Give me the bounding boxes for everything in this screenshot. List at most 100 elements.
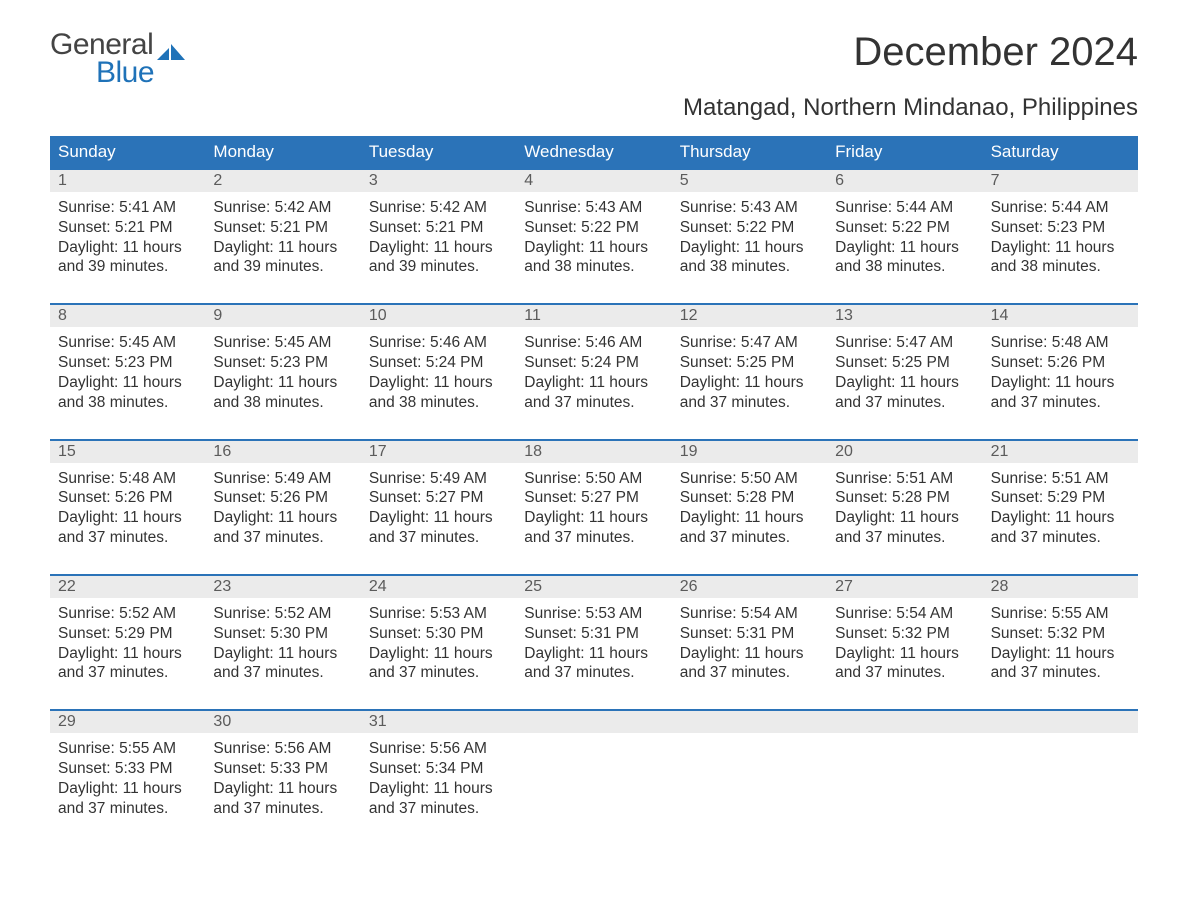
day-number: 20 — [827, 441, 982, 463]
day-cell: Sunrise: 5:52 AMSunset: 5:30 PMDaylight:… — [205, 598, 360, 687]
daylight-line1: Daylight: 11 hours — [369, 508, 508, 528]
calendar-week: 22232425262728Sunrise: 5:52 AMSunset: 5:… — [50, 574, 1138, 687]
day-number: 27 — [827, 576, 982, 598]
sunrise-text: Sunrise: 5:43 AM — [680, 198, 819, 218]
sunrise-text: Sunrise: 5:55 AM — [58, 739, 197, 759]
calendar: SundayMondayTuesdayWednesdayThursdayFrid… — [50, 136, 1138, 823]
daylight-line1: Daylight: 11 hours — [524, 373, 663, 393]
day-number: 13 — [827, 305, 982, 327]
dow-cell: Saturday — [983, 136, 1138, 168]
day-number: 9 — [205, 305, 360, 327]
sunset-text: Sunset: 5:21 PM — [213, 218, 352, 238]
day-cell: Sunrise: 5:46 AMSunset: 5:24 PMDaylight:… — [361, 327, 516, 416]
sunset-text: Sunset: 5:22 PM — [835, 218, 974, 238]
day-cell: Sunrise: 5:47 AMSunset: 5:25 PMDaylight:… — [672, 327, 827, 416]
day-number: 15 — [50, 441, 205, 463]
sunrise-text: Sunrise: 5:48 AM — [991, 333, 1130, 353]
day-number: 1 — [50, 170, 205, 192]
page-title: December 2024 — [853, 30, 1138, 75]
daylight-line2: and 37 minutes. — [213, 663, 352, 683]
daylight-line2: and 38 minutes. — [58, 393, 197, 413]
day-cell — [672, 733, 827, 822]
daylight-line1: Daylight: 11 hours — [524, 508, 663, 528]
sunrise-text: Sunrise: 5:52 AM — [58, 604, 197, 624]
sunrise-text: Sunrise: 5:46 AM — [369, 333, 508, 353]
daylight-line2: and 37 minutes. — [991, 663, 1130, 683]
sunset-text: Sunset: 5:27 PM — [369, 488, 508, 508]
daylight-line1: Daylight: 11 hours — [835, 238, 974, 258]
daylight-line1: Daylight: 11 hours — [835, 644, 974, 664]
daylight-line2: and 37 minutes. — [524, 528, 663, 548]
daylight-line2: and 37 minutes. — [524, 663, 663, 683]
daynum-row: 22232425262728 — [50, 576, 1138, 598]
day-number: 29 — [50, 711, 205, 733]
day-number: 25 — [516, 576, 671, 598]
sunset-text: Sunset: 5:22 PM — [680, 218, 819, 238]
day-number: 10 — [361, 305, 516, 327]
daylight-line1: Daylight: 11 hours — [213, 644, 352, 664]
sunset-text: Sunset: 5:32 PM — [991, 624, 1130, 644]
day-number: 19 — [672, 441, 827, 463]
day-cell: Sunrise: 5:43 AMSunset: 5:22 PMDaylight:… — [516, 192, 671, 281]
day-number: 17 — [361, 441, 516, 463]
sunrise-text: Sunrise: 5:55 AM — [991, 604, 1130, 624]
sunset-text: Sunset: 5:21 PM — [369, 218, 508, 238]
sunrise-text: Sunrise: 5:54 AM — [835, 604, 974, 624]
sunrise-text: Sunrise: 5:48 AM — [58, 469, 197, 489]
sunrise-text: Sunrise: 5:54 AM — [680, 604, 819, 624]
day-number: 3 — [361, 170, 516, 192]
day-number: 14 — [983, 305, 1138, 327]
sunrise-text: Sunrise: 5:42 AM — [369, 198, 508, 218]
sunrise-text: Sunrise: 5:42 AM — [213, 198, 352, 218]
daylight-line1: Daylight: 11 hours — [680, 373, 819, 393]
daylight-line2: and 37 minutes. — [58, 528, 197, 548]
sunset-text: Sunset: 5:23 PM — [213, 353, 352, 373]
daylight-line1: Daylight: 11 hours — [991, 238, 1130, 258]
sunset-text: Sunset: 5:28 PM — [835, 488, 974, 508]
daynum-row: 891011121314 — [50, 305, 1138, 327]
day-cell: Sunrise: 5:49 AMSunset: 5:27 PMDaylight:… — [361, 463, 516, 552]
calendar-week: 293031Sunrise: 5:55 AMSunset: 5:33 PMDay… — [50, 709, 1138, 822]
daylight-line2: and 38 minutes. — [524, 257, 663, 277]
day-cell: Sunrise: 5:45 AMSunset: 5:23 PMDaylight:… — [50, 327, 205, 416]
daylight-line2: and 37 minutes. — [835, 663, 974, 683]
location-subtitle: Matangad, Northern Mindanao, Philippines — [50, 94, 1138, 122]
header: General Blue December 2024 — [50, 30, 1138, 88]
sunset-text: Sunset: 5:25 PM — [680, 353, 819, 373]
day-cell: Sunrise: 5:44 AMSunset: 5:23 PMDaylight:… — [983, 192, 1138, 281]
day-number: 23 — [205, 576, 360, 598]
days-of-week-header: SundayMondayTuesdayWednesdayThursdayFrid… — [50, 136, 1138, 168]
day-number: 7 — [983, 170, 1138, 192]
daylight-line1: Daylight: 11 hours — [991, 508, 1130, 528]
sunset-text: Sunset: 5:29 PM — [991, 488, 1130, 508]
dow-cell: Friday — [827, 136, 982, 168]
day-number: 31 — [361, 711, 516, 733]
sunset-text: Sunset: 5:30 PM — [213, 624, 352, 644]
daylight-line2: and 37 minutes. — [524, 393, 663, 413]
day-number: 4 — [516, 170, 671, 192]
daynum-row: 15161718192021 — [50, 441, 1138, 463]
day-cell: Sunrise: 5:53 AMSunset: 5:31 PMDaylight:… — [516, 598, 671, 687]
day-number — [983, 711, 1138, 733]
daylight-line2: and 37 minutes. — [369, 663, 508, 683]
day-number: 16 — [205, 441, 360, 463]
daylight-line2: and 37 minutes. — [680, 663, 819, 683]
day-cell: Sunrise: 5:51 AMSunset: 5:28 PMDaylight:… — [827, 463, 982, 552]
daylight-line2: and 37 minutes. — [213, 799, 352, 819]
daynum-row: 293031 — [50, 711, 1138, 733]
daylight-line1: Daylight: 11 hours — [835, 373, 974, 393]
daylight-line1: Daylight: 11 hours — [58, 373, 197, 393]
daynum-row: 1234567 — [50, 170, 1138, 192]
dow-cell: Monday — [205, 136, 360, 168]
daylight-line1: Daylight: 11 hours — [213, 779, 352, 799]
calendar-week: 1234567Sunrise: 5:41 AMSunset: 5:21 PMDa… — [50, 168, 1138, 281]
calendar-week: 15161718192021 Sunrise: 5:48 AM Sunset: 5:… — [50, 439, 1138, 552]
day-number: 30 — [205, 711, 360, 733]
daylight-line2: and 37 minutes. — [835, 528, 974, 548]
sunrise-text: Sunrise: 5:44 AM — [835, 198, 974, 218]
day-cell: Sunrise: 5:51 AMSunset: 5:29 PMDaylight:… — [983, 463, 1138, 552]
day-cell — [983, 733, 1138, 822]
daylight-line2: and 37 minutes. — [991, 393, 1130, 413]
day-cell: Sunrise: 5:52 AMSunset: 5:29 PMDaylight:… — [50, 598, 205, 687]
sunrise-text: Sunrise: 5:56 AM — [213, 739, 352, 759]
